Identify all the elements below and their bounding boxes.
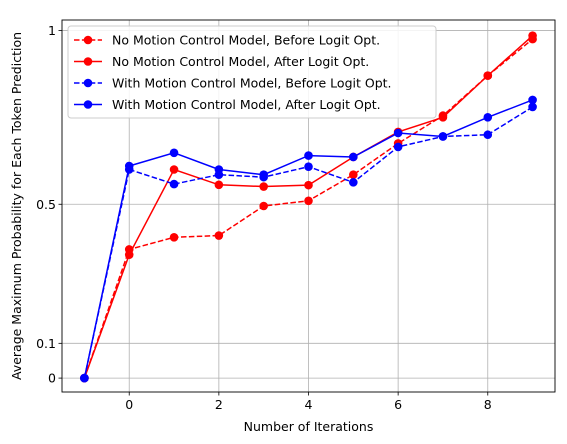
data-point	[349, 152, 358, 162]
data-point	[304, 196, 313, 206]
legend: No Motion Control Model, Before Logit Op…	[67, 25, 437, 119]
data-point	[349, 170, 358, 180]
data-point	[259, 170, 268, 180]
legend-marker	[83, 57, 93, 66]
data-point	[483, 113, 493, 122]
series-group	[80, 31, 537, 383]
data-point	[169, 165, 179, 174]
data-point	[483, 130, 493, 140]
data-point	[259, 182, 268, 191]
series-4	[80, 95, 537, 383]
data-point	[438, 132, 448, 141]
legend-label: With Motion Control Model, Before Logit …	[112, 76, 392, 91]
legend-label: No Motion Control Model, Before Logit Op…	[112, 33, 380, 48]
data-point	[214, 165, 224, 174]
x-tick-label: 0	[125, 397, 133, 412]
legend-marker	[83, 35, 93, 45]
data-point	[259, 201, 268, 211]
data-point	[393, 142, 403, 152]
data-point	[214, 231, 224, 240]
legend-box	[67, 25, 437, 119]
data-point	[393, 128, 403, 138]
data-point	[214, 180, 224, 190]
x-axis-label: Number of Iterations	[244, 419, 374, 434]
data-point	[304, 162, 313, 172]
y-axis-label: Average Maximum Probability for Each Tok…	[9, 32, 24, 380]
data-point	[169, 179, 179, 189]
data-point	[80, 373, 89, 383]
data-point	[124, 250, 134, 259]
data-point	[304, 180, 313, 190]
legend-label: With Motion Control Model, After Logit O…	[112, 97, 381, 112]
data-point	[438, 113, 448, 122]
x-tick-label: 8	[484, 397, 492, 412]
data-point	[169, 148, 179, 158]
x-tick-label: 2	[215, 397, 223, 412]
data-point	[304, 151, 313, 160]
data-point	[349, 178, 358, 187]
ticks: 0 2 4 6 8 0 0.1 0.5 1	[36, 23, 492, 412]
x-tick-label: 4	[305, 397, 313, 412]
data-point	[528, 31, 537, 40]
data-point	[483, 71, 493, 80]
legend-label: No Motion Control Model, After Logit Opt…	[112, 54, 369, 69]
y-tick-label: 0.5	[36, 197, 56, 212]
data-point	[528, 102, 537, 112]
y-tick-label: 0	[48, 371, 56, 386]
y-tick-label: 1	[48, 23, 56, 38]
data-point	[169, 232, 179, 242]
data-point	[124, 161, 134, 171]
legend-marker	[83, 78, 93, 88]
y-tick-label: 0.1	[36, 336, 56, 351]
x-tick-label: 6	[394, 397, 402, 412]
data-point	[528, 95, 537, 105]
legend-marker	[83, 100, 93, 109]
